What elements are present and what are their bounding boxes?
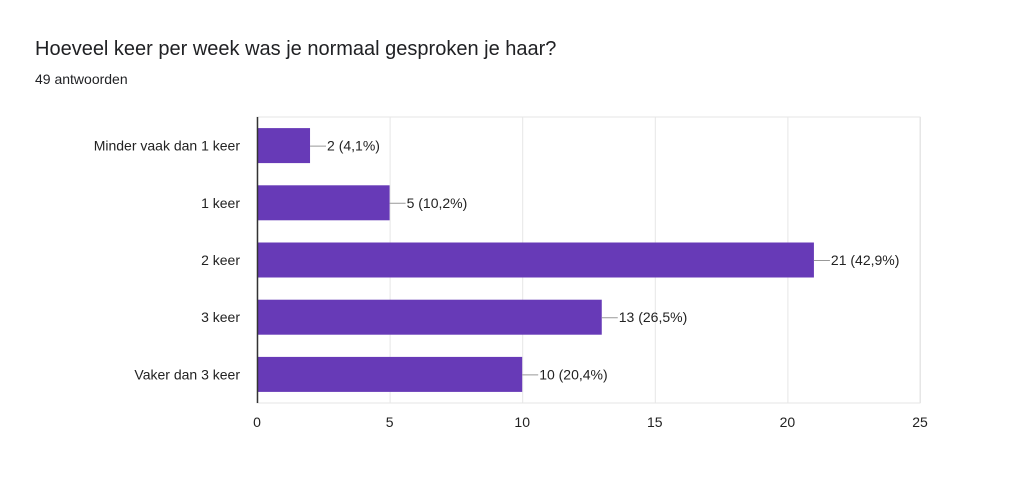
data-label: 10 (20,4%) bbox=[539, 366, 607, 382]
category-label: 1 keer bbox=[201, 195, 240, 211]
x-tick-label: 15 bbox=[647, 414, 663, 430]
data-label: 13 (26,5%) bbox=[619, 309, 687, 325]
category-label: Vaker dan 3 keer bbox=[134, 366, 240, 382]
response-count: 49 antwoorden bbox=[35, 71, 128, 87]
x-tick-label: 25 bbox=[912, 414, 928, 430]
bar[interactable] bbox=[257, 299, 602, 335]
bar[interactable] bbox=[257, 128, 311, 164]
x-tick-label: 0 bbox=[253, 414, 261, 430]
x-tick-label: 20 bbox=[780, 414, 796, 430]
bar[interactable] bbox=[257, 356, 523, 392]
data-label: 5 (10,2%) bbox=[407, 195, 468, 211]
bar[interactable] bbox=[257, 185, 390, 221]
category-label: 3 keer bbox=[201, 309, 240, 325]
data-label: 21 (42,9%) bbox=[831, 252, 899, 268]
chart-title: Hoeveel keer per week was je normaal ges… bbox=[35, 38, 557, 60]
data-label: 2 (4,1%) bbox=[327, 138, 380, 154]
x-tick-label: 5 bbox=[386, 414, 394, 430]
category-label: Minder vaak dan 1 keer bbox=[94, 138, 241, 154]
category-label: 2 keer bbox=[201, 252, 240, 268]
bar[interactable] bbox=[257, 242, 814, 278]
x-tick-label: 10 bbox=[514, 414, 530, 430]
